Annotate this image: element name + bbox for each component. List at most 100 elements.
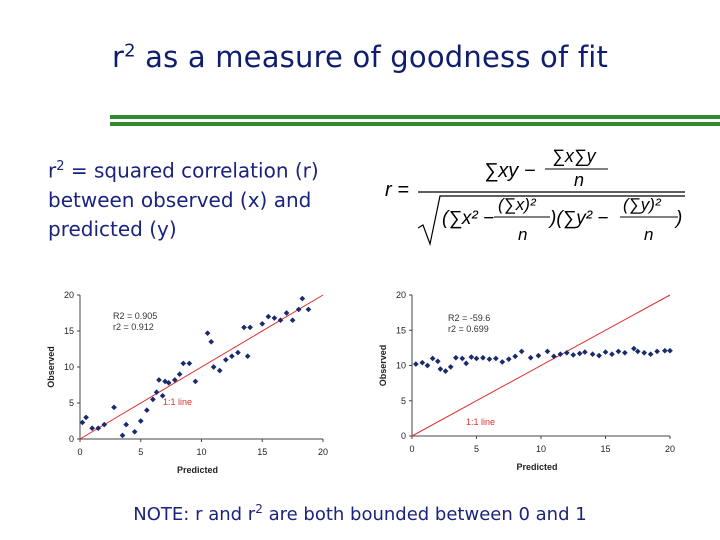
fit-statistic-label: R2 = -59.6 — [448, 313, 490, 323]
definition-prefix: r — [48, 158, 57, 183]
data-point — [83, 414, 89, 421]
data-point — [180, 360, 187, 367]
data-point — [277, 317, 284, 324]
data-point — [518, 348, 525, 355]
formula-numerator-frac-top: ∑x∑y — [552, 146, 597, 166]
data-point — [493, 355, 499, 362]
note-superscript: 2 — [255, 502, 263, 516]
data-point — [647, 351, 654, 358]
data-point — [216, 367, 223, 374]
y-tick-label: 10 — [396, 361, 406, 371]
data-point — [192, 378, 199, 385]
data-point — [89, 425, 95, 432]
formula-denominator-part-1: (∑x² − — [442, 208, 494, 229]
data-point — [413, 361, 419, 367]
data-point — [186, 360, 193, 367]
data-point — [265, 313, 272, 320]
x-tick-label: 15 — [600, 444, 610, 454]
data-point — [247, 324, 253, 331]
y-tick-label: 5 — [401, 396, 406, 406]
definition-line-1-rest: = squared correlation (r) — [64, 158, 319, 183]
data-point — [486, 356, 493, 362]
data-point — [654, 348, 660, 355]
title-rule-bottom — [110, 122, 720, 126]
one-to-one-line-label: 1:1 line — [163, 397, 192, 407]
data-point — [551, 353, 557, 360]
y-tick-label: 20 — [64, 290, 74, 300]
x-tick-label: 5 — [138, 447, 143, 457]
one-to-one-line — [79, 294, 324, 440]
data-point — [150, 396, 156, 403]
data-point — [615, 348, 622, 355]
data-point — [429, 355, 436, 362]
x-tick-label: 20 — [665, 444, 675, 454]
formula-denominator-frac-1-top: (∑x)² — [498, 195, 537, 214]
x-tick-label: 10 — [196, 447, 206, 457]
data-point — [283, 310, 290, 316]
data-point — [459, 355, 466, 362]
scatter-chart-poor-fit: 0 5 10 15 20 0 5 10 15 20 Predicted Observed R2 = -5… — [378, 290, 675, 472]
title-prefix: r — [111, 40, 125, 74]
data-point — [222, 356, 229, 363]
data-point — [101, 421, 108, 428]
data-point — [153, 389, 160, 396]
data-point — [131, 428, 138, 435]
definition-superscript: 2 — [56, 159, 65, 174]
slide-title: r2 as a measure of goodness of fit — [0, 40, 720, 74]
data-point — [241, 324, 247, 331]
data-point — [176, 371, 183, 378]
data-point — [424, 362, 431, 369]
y-tick-label: 20 — [396, 290, 406, 300]
data-point — [535, 352, 542, 359]
data-point — [480, 354, 486, 361]
x-tick-label: 0 — [409, 444, 414, 454]
data-point — [434, 358, 441, 365]
y-tick-label: 0 — [69, 434, 74, 444]
data-point — [622, 349, 628, 356]
data-point — [473, 355, 480, 362]
formula-lhs: r = — [385, 179, 409, 201]
y-tick-label: 5 — [69, 398, 74, 408]
data-point — [137, 418, 144, 424]
data-point — [596, 352, 602, 359]
data-point — [111, 404, 117, 411]
fit-statistic-label: R2 = 0.905 — [113, 311, 157, 321]
data-point — [289, 317, 296, 324]
data-point — [159, 392, 166, 399]
one-to-one-line — [411, 294, 671, 437]
data-point — [244, 353, 251, 360]
y-tick-label: 15 — [64, 326, 74, 336]
data-point — [557, 351, 564, 358]
data-point — [453, 354, 459, 361]
formula-denominator-frac-1-bottom: n — [518, 225, 527, 244]
formula-denominator-frac-2-bottom: n — [644, 225, 653, 244]
data-point — [527, 354, 534, 361]
y-tick-label: 0 — [401, 431, 406, 441]
y-axis-label: Observed — [46, 346, 56, 388]
x-tick-label: 10 — [536, 444, 546, 454]
data-point — [609, 351, 615, 358]
definition-line-3: predicted (y) — [48, 216, 177, 241]
data-point — [208, 338, 215, 345]
data-point — [229, 353, 235, 360]
data-point — [305, 306, 312, 313]
fit-statistic-label: r2 = 0.912 — [113, 322, 154, 332]
correlation-formula: r = ∑xy − ∑x∑y n (∑x² − (∑x)² n )(∑y² − … — [385, 146, 685, 247]
data-point — [570, 352, 577, 358]
data-point — [235, 349, 241, 356]
formula-numerator-left: ∑xy − — [484, 160, 536, 182]
data-point — [271, 315, 278, 321]
definition-line-1: r2 = squared correlation (r) — [48, 152, 378, 186]
x-axis-label: Predicted — [177, 465, 218, 475]
data-point — [437, 366, 444, 372]
x-axis-label: Predicted — [516, 462, 557, 472]
data-point — [505, 356, 512, 362]
data-point — [589, 351, 596, 358]
data-point — [602, 349, 609, 355]
data-point — [662, 347, 668, 354]
y-axis-label: Observed — [378, 345, 388, 387]
scatter-chart-good-fit: 0 5 10 15 20 0 5 10 15 20 Predicted Observed R2 = 0.… — [46, 290, 328, 475]
formula-sqrt-sign — [417, 195, 685, 247]
data-point — [156, 377, 162, 383]
bounds-note: NOTE: r and r2 are both bounded between … — [0, 502, 720, 525]
